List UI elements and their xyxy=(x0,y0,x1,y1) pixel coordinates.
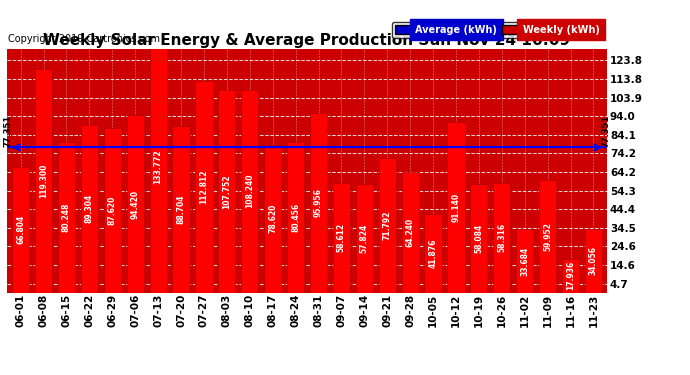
Bar xyxy=(81,125,98,292)
Bar xyxy=(379,158,396,292)
Text: 34.056: 34.056 xyxy=(589,246,598,275)
Text: 80.248: 80.248 xyxy=(62,202,71,232)
Text: 66.804: 66.804 xyxy=(16,215,25,244)
Text: 71.792: 71.792 xyxy=(383,210,392,240)
Text: 77.351: 77.351 xyxy=(602,114,611,147)
Bar xyxy=(562,259,579,292)
Bar xyxy=(333,183,350,292)
Legend: Average (kWh), Weekly (kWh): Average (kWh), Weekly (kWh) xyxy=(392,22,602,38)
Text: 58.316: 58.316 xyxy=(497,223,506,252)
Text: 108.240: 108.240 xyxy=(245,174,255,208)
Text: 41.876: 41.876 xyxy=(428,238,437,268)
Bar xyxy=(218,90,235,292)
Bar xyxy=(447,122,464,292)
Bar xyxy=(172,126,190,292)
Bar xyxy=(424,214,442,292)
Text: 89.304: 89.304 xyxy=(85,194,94,224)
Bar xyxy=(58,142,75,292)
Bar xyxy=(493,183,511,292)
Bar xyxy=(471,184,487,292)
Text: 58.612: 58.612 xyxy=(337,223,346,252)
Bar xyxy=(264,145,282,292)
Text: 64.240: 64.240 xyxy=(406,218,415,247)
Bar xyxy=(150,42,167,292)
Text: 95.956: 95.956 xyxy=(314,188,323,217)
Bar xyxy=(356,184,373,292)
Text: 94.420: 94.420 xyxy=(130,189,139,219)
Text: 58.084: 58.084 xyxy=(475,224,484,253)
Text: 88.704: 88.704 xyxy=(177,195,186,224)
Text: 87.620: 87.620 xyxy=(108,196,117,225)
Text: 80.456: 80.456 xyxy=(291,202,300,232)
Bar xyxy=(195,81,213,292)
Text: 107.752: 107.752 xyxy=(222,174,231,209)
Bar xyxy=(127,116,144,292)
Text: 33.684: 33.684 xyxy=(520,246,529,276)
Text: 17.936: 17.936 xyxy=(566,261,575,290)
Text: 119.300: 119.300 xyxy=(39,164,48,198)
Bar xyxy=(310,112,327,292)
Bar xyxy=(516,230,533,292)
Text: Copyright 2019 Cartronics.com: Copyright 2019 Cartronics.com xyxy=(8,34,160,44)
Bar xyxy=(585,229,602,292)
Text: 78.620: 78.620 xyxy=(268,204,277,234)
Bar xyxy=(287,142,304,292)
Text: 91.140: 91.140 xyxy=(451,192,460,222)
Bar xyxy=(35,69,52,292)
Bar xyxy=(12,167,29,292)
Bar xyxy=(402,172,419,292)
Text: 133.772: 133.772 xyxy=(154,150,163,184)
Text: 112.812: 112.812 xyxy=(199,170,208,204)
Bar xyxy=(241,90,258,292)
Bar xyxy=(539,180,556,292)
Text: 57.824: 57.824 xyxy=(359,224,369,253)
Bar xyxy=(104,128,121,292)
Text: 77.351: 77.351 xyxy=(3,114,12,147)
Title: Weekly Solar Energy & Average Production Sun Nov 24 16:09: Weekly Solar Energy & Average Production… xyxy=(43,33,571,48)
Text: 59.952: 59.952 xyxy=(543,222,552,251)
